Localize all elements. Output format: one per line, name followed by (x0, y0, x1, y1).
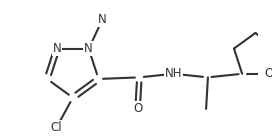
Text: Cl: Cl (51, 121, 62, 134)
Text: N: N (52, 42, 61, 55)
Text: N: N (52, 42, 61, 55)
Text: N: N (98, 13, 107, 26)
Text: O: O (133, 102, 142, 115)
Text: N: N (84, 42, 93, 55)
Text: O: O (264, 67, 272, 80)
Text: NH: NH (165, 67, 183, 80)
Text: N: N (84, 42, 93, 55)
